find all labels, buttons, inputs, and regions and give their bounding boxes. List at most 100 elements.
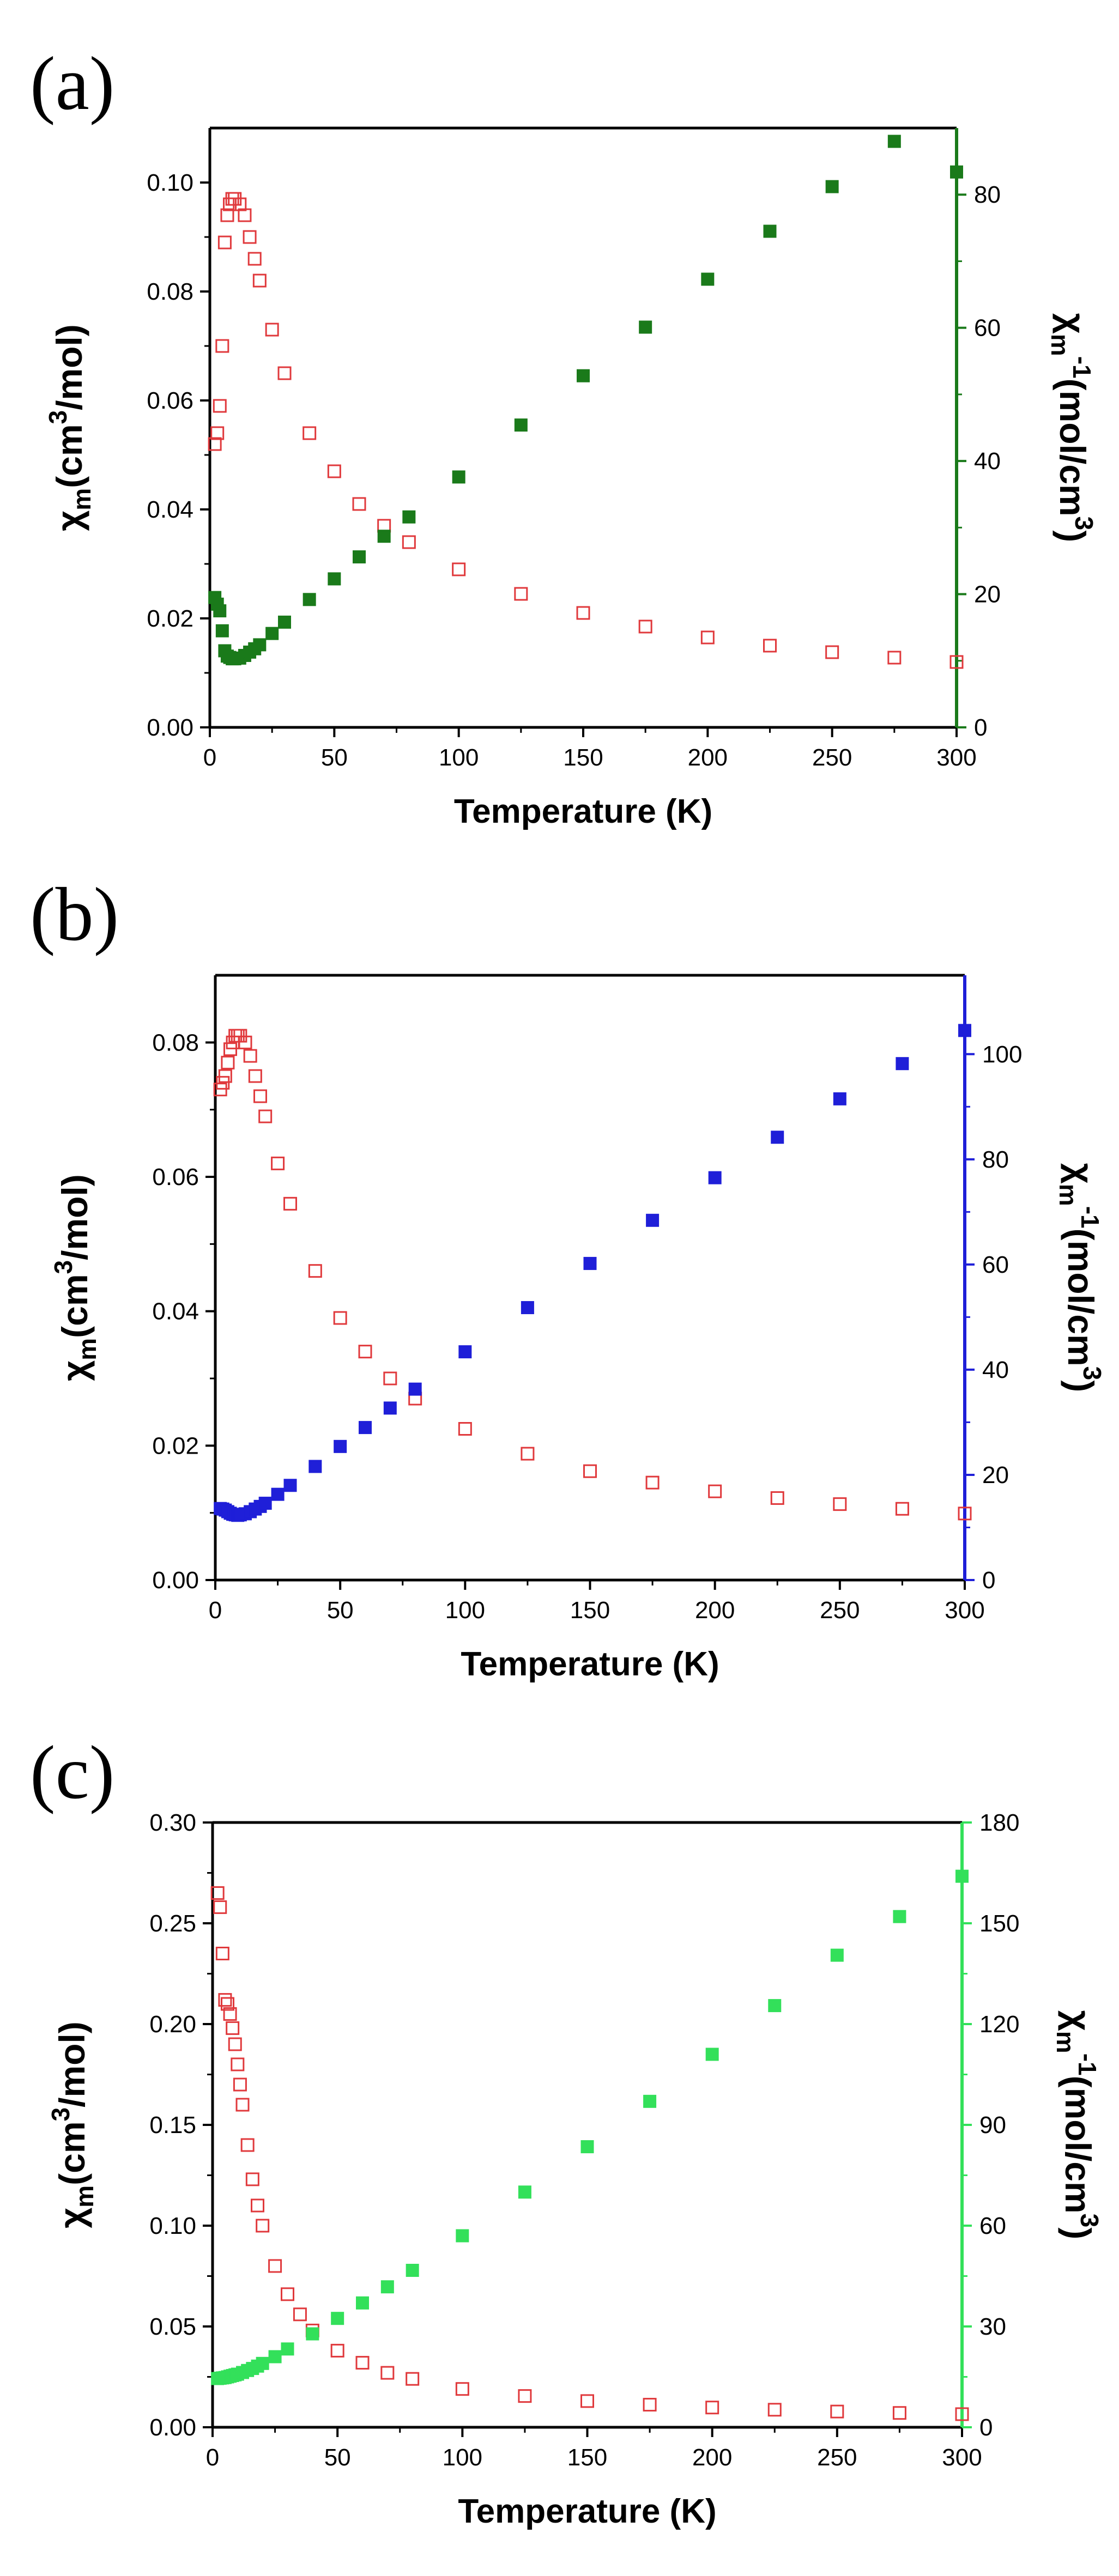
y-left-axis-title: χm(cm3/mol) — [49, 1174, 101, 1381]
data-point-open-square — [243, 230, 257, 244]
y-right-title-part: (mol/cm — [1053, 379, 1093, 517]
y-left-tick-label: 0.10 — [149, 2213, 196, 2239]
data-point-open-square — [283, 1196, 297, 1211]
panel-label: (c) — [30, 1730, 114, 1815]
data-point-open-square — [213, 1900, 227, 1914]
data-point-open-square — [228, 2037, 242, 2051]
data-point-open-square — [231, 2057, 245, 2071]
y-left-tick-label: 0.25 — [149, 1910, 196, 1937]
y-left-title-part: (cm — [55, 1274, 95, 1338]
y-left-tick-label: 0.00 — [147, 714, 193, 741]
data-point-filled-square — [893, 1910, 906, 1923]
data-point-open-square — [583, 1464, 597, 1478]
data-point-filled-square — [256, 2356, 269, 2370]
data-point-filled-square — [353, 550, 366, 564]
x-axis-title: Temperature (K) — [454, 793, 712, 830]
y-right-title-part: 3 — [1075, 2214, 1104, 2228]
data-point-open-square — [293, 2307, 307, 2322]
data-point-open-square — [243, 1049, 257, 1063]
y-right-title-part: m — [1054, 1184, 1082, 1206]
data-point-filled-square — [580, 2140, 594, 2154]
y-right-tick-label: 80 — [982, 1146, 1009, 1173]
series-inverse-chi-m — [208, 135, 963, 666]
data-point-open-square — [333, 1311, 347, 1325]
data-point-filled-square — [265, 627, 279, 640]
y-left-title-part: χ — [52, 2208, 92, 2228]
y-right-axis-title: χm-1(mol/cm3) — [1054, 1163, 1106, 1392]
y-right-tick-label: 0 — [982, 1567, 995, 1594]
data-point-filled-square — [331, 2312, 344, 2325]
y-left-tick-label: 0.15 — [149, 2112, 196, 2138]
data-point-open-square — [521, 1447, 535, 1461]
data-point-open-square — [210, 1886, 225, 1900]
y-right-title-part: χ — [1053, 313, 1093, 334]
data-point-open-square — [238, 1035, 252, 1049]
y-left-tick-label: 0.30 — [149, 1809, 196, 1836]
x-tick-label: 150 — [563, 744, 603, 771]
data-point-open-square — [763, 639, 777, 653]
y-right-tick-label: 40 — [982, 1357, 1009, 1383]
y-left-axis-title: χm(cm3/mol) — [44, 324, 96, 531]
y-left-title-part: (cm — [52, 2121, 92, 2185]
data-point-open-square — [638, 619, 652, 634]
data-point-filled-square — [303, 593, 316, 606]
y-right-tick-label: 90 — [979, 2112, 1006, 2138]
data-point-open-square — [327, 464, 341, 478]
data-point-filled-square — [958, 1024, 971, 1037]
data-point-open-square — [235, 2098, 250, 2112]
x-tick-label: 250 — [812, 744, 852, 771]
data-point-filled-square — [830, 1948, 844, 1962]
y-left-tick-label: 0.05 — [149, 2313, 196, 2340]
y-left-tick-label: 0.04 — [147, 496, 193, 523]
chart-panel-c: (c)0 50 100 150 200 250 3000.000.050.100.150.2… — [30, 1730, 1104, 2530]
x-tick-label: 300 — [942, 2444, 982, 2471]
data-point-open-square — [265, 323, 279, 337]
data-point-filled-square — [383, 1401, 397, 1415]
data-point-filled-square — [896, 1057, 909, 1071]
x-tick-label: 100 — [439, 744, 479, 771]
data-point-open-square — [770, 1491, 784, 1505]
data-point-open-square — [233, 197, 247, 211]
y-right-title-part: -1 — [1068, 356, 1096, 379]
x-tick-label: 100 — [443, 2444, 482, 2471]
data-point-open-square — [958, 1506, 972, 1521]
y-left-tick-label: 0.00 — [152, 1567, 199, 1594]
y-right-tick-label: 180 — [979, 1809, 1019, 1836]
data-point-open-square — [218, 1993, 232, 2007]
data-point-filled-square — [213, 604, 227, 618]
data-point-filled-square — [768, 1999, 782, 2013]
y-right-tick-label: 20 — [974, 581, 1001, 608]
data-point-filled-square — [328, 572, 341, 586]
data-point-open-square — [643, 2398, 657, 2412]
data-point-filled-square — [268, 2350, 282, 2364]
y-right-title-part: ) — [1061, 1380, 1101, 1392]
y-right-tick-label: 0 — [974, 714, 987, 741]
series-chi-m — [208, 192, 964, 669]
data-point-open-square — [226, 2021, 240, 2035]
x-tick-label: 50 — [327, 1597, 354, 1624]
y-right-tick-label: 20 — [982, 1462, 1009, 1489]
data-point-open-square — [245, 2172, 259, 2186]
data-point-filled-square — [334, 1439, 347, 1453]
y-right-axis-title: χm-1(mol/cm3) — [1046, 313, 1098, 542]
data-point-filled-square — [701, 272, 715, 286]
data-point-filled-square — [306, 2327, 319, 2341]
data-point-filled-square — [283, 1479, 297, 1492]
data-point-filled-square — [356, 2296, 369, 2310]
y-left-title-part: m — [68, 488, 96, 511]
y-left-tick-label: 0.20 — [149, 2011, 196, 2038]
data-point-open-square — [700, 630, 715, 645]
x-tick-label: 0 — [203, 744, 216, 771]
y-right-title-part: m — [1046, 334, 1074, 356]
data-point-filled-square — [278, 615, 291, 629]
data-point-filled-square — [258, 1497, 272, 1510]
data-point-open-square — [271, 1156, 285, 1170]
y-left-title-part: /mol) — [55, 1174, 95, 1260]
y-left-tick-label: 0.10 — [147, 169, 193, 196]
x-axis-title: Temperature (K) — [461, 1645, 719, 1683]
x-tick-label: 300 — [936, 744, 976, 771]
data-point-open-square — [833, 1497, 847, 1511]
data-point-open-square — [330, 2343, 344, 2358]
y-right-tick-label: 0 — [979, 2414, 993, 2441]
y-left-title-part: 3 — [46, 2107, 75, 2122]
